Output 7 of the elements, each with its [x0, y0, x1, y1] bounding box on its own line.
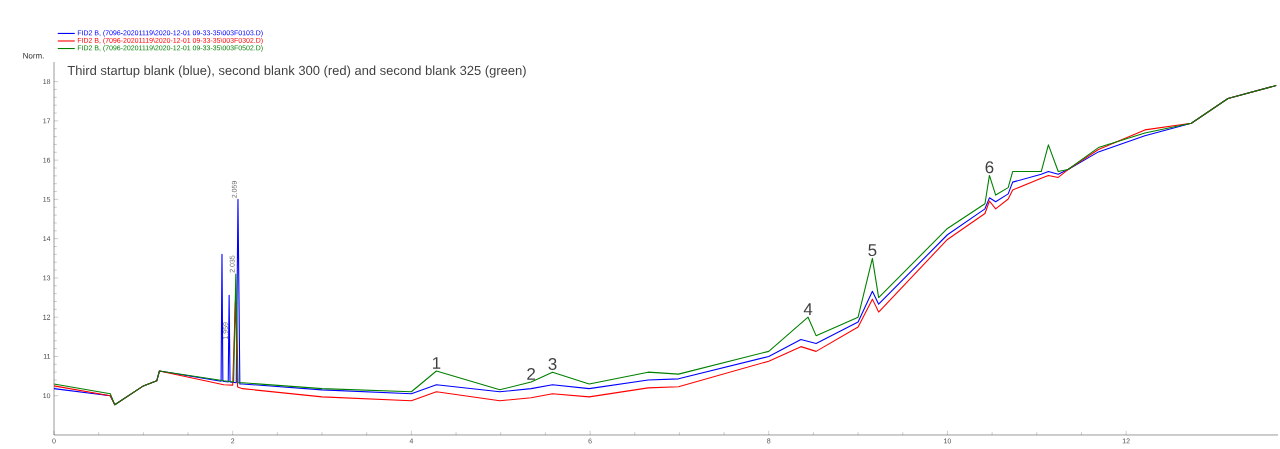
- annotation: 1: [432, 357, 441, 369]
- annotation: 2: [527, 367, 535, 380]
- annotation: 4: [803, 303, 813, 315]
- annotation: 5: [868, 244, 877, 257]
- annotation: 3: [548, 357, 557, 370]
- annotation: 6: [985, 161, 994, 174]
- chart-title: Third startup blank (blue), second blank 300 (red) and second blank 325 (green): [67, 65, 526, 78]
